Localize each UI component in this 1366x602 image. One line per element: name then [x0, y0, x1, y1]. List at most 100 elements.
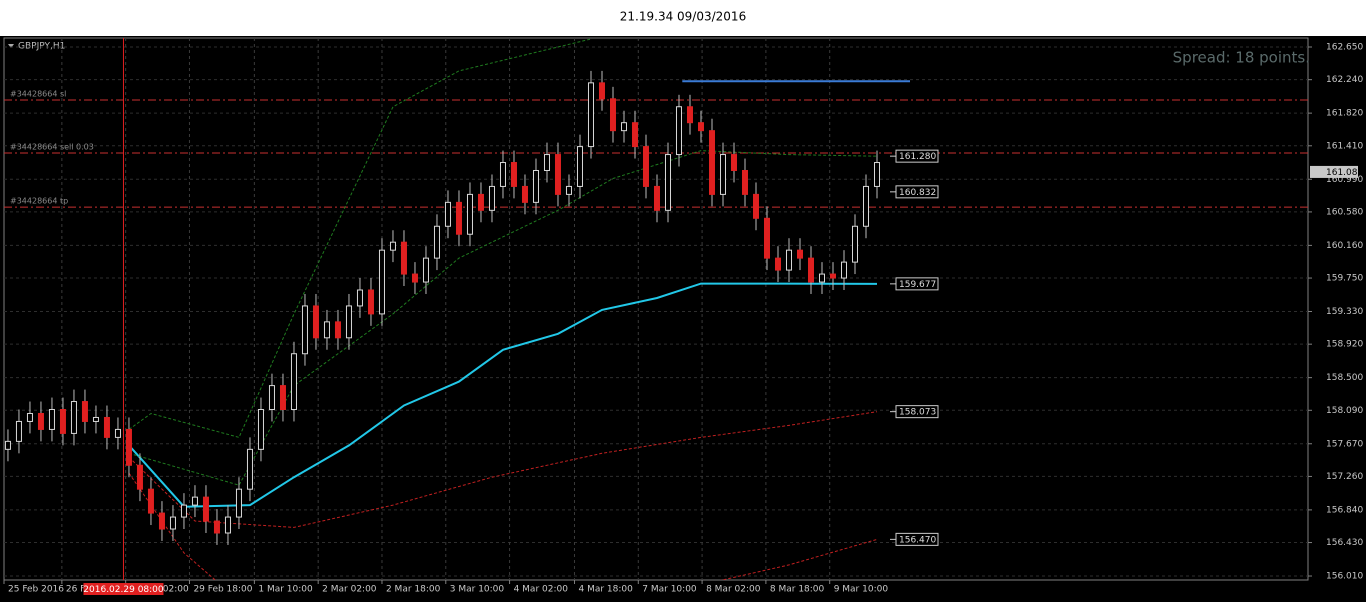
candle-body — [609, 98, 616, 132]
price-tag-label: 158.073 — [899, 408, 936, 418]
candle-body — [862, 185, 869, 227]
candle-body — [334, 321, 341, 339]
candle-body — [136, 464, 143, 490]
candle-body — [642, 146, 649, 187]
candle-body — [631, 122, 638, 148]
chart-title: 21.19.34 09/03/2016 — [620, 10, 746, 24]
candle-body — [466, 193, 473, 235]
candle-body — [70, 401, 77, 434]
candle-body — [37, 412, 44, 430]
symbol-icon — [8, 44, 14, 48]
candle-body — [301, 305, 308, 355]
candle-body — [169, 516, 176, 530]
candle-body — [422, 257, 429, 283]
candle-body — [180, 504, 187, 518]
title-bar — [0, 0, 1366, 36]
x-tick-label: 8 Mar 02:00 — [706, 585, 761, 595]
y-tick-label: 156.010 — [1326, 572, 1363, 582]
candle-body — [829, 273, 836, 279]
candle-body — [874, 162, 881, 187]
candle-body — [4, 440, 11, 450]
x-tick-label: 4 Mar 18:00 — [578, 585, 633, 595]
candle-body — [213, 520, 220, 534]
x-tick-label: 4 Mar 02:00 — [514, 585, 569, 595]
crosshair-box — [83, 583, 164, 595]
candle-body — [697, 122, 704, 132]
candle-body — [400, 241, 407, 275]
y-tick-label: 160.990 — [1326, 175, 1363, 185]
x-tick-label: 9 Mar 10:00 — [834, 585, 889, 595]
candle-body — [59, 409, 66, 434]
x-tick-label: 3 Mar 10:00 — [450, 585, 505, 595]
indicator-line — [128, 38, 592, 438]
candle-body — [235, 488, 242, 518]
y-tick-label: 162.650 — [1326, 43, 1363, 53]
candle-body — [840, 261, 847, 279]
y-tick-label: 161.820 — [1326, 109, 1363, 119]
indicator-line — [128, 150, 878, 486]
price-tag-box — [895, 277, 939, 291]
candle-body — [191, 496, 198, 506]
candle-body — [675, 106, 682, 156]
candle-body — [499, 162, 506, 187]
x-tick-label: 2 Mar 18:00 — [386, 585, 441, 595]
candle-body — [279, 385, 286, 411]
y-tick-label: 156.840 — [1326, 505, 1363, 515]
indicator-line — [128, 282, 878, 508]
candle-body — [312, 305, 319, 339]
order-level-label: #34428664 sl — [10, 89, 66, 98]
y-tick-label: 160.160 — [1326, 241, 1363, 251]
candle-body — [257, 409, 264, 450]
candle-body — [158, 512, 165, 530]
indicator-line — [128, 411, 878, 528]
x-tick-label: 1 Mar 10:00 — [258, 585, 313, 595]
y-tick-label: 158.500 — [1326, 373, 1363, 383]
spread-label: Spread: 18 points. — [1173, 49, 1310, 67]
candle-body — [708, 130, 715, 195]
y-tick-label: 159.330 — [1326, 307, 1363, 317]
candle-body — [510, 162, 517, 187]
order-level-label: #34428664 tp — [10, 197, 68, 206]
candle-body — [48, 409, 55, 430]
candle-body — [268, 385, 275, 411]
x-tick-label: 2 Mar 02:00 — [322, 585, 377, 595]
y-tick-label: 161.410 — [1326, 141, 1363, 151]
current-price-label: 161.082 — [1326, 168, 1363, 178]
candle-body — [147, 488, 154, 514]
price-tag-label: 161.280 — [899, 152, 936, 162]
price-tag-box — [895, 532, 939, 546]
indicator-line — [128, 472, 878, 580]
y-tick-label: 156.430 — [1326, 538, 1363, 548]
candle-body — [686, 106, 693, 124]
candle-body — [543, 154, 550, 171]
x-tick-label: 29 Feb 18:00 — [193, 585, 252, 595]
candle-body — [224, 516, 231, 534]
y-tick-label: 162.240 — [1326, 75, 1363, 85]
candle-body — [653, 185, 660, 211]
y-tick-label: 158.090 — [1326, 406, 1363, 416]
candle-body — [730, 154, 737, 171]
y-tick-label: 159.750 — [1326, 274, 1363, 284]
candle-body — [323, 321, 330, 339]
price-tag-label: 159.677 — [899, 280, 936, 290]
candle-body — [521, 185, 528, 203]
order-level-label: #34428664 sell 0.03 — [10, 142, 94, 151]
plot-frame — [3, 37, 1309, 581]
price-tag-label: 160.832 — [899, 188, 936, 198]
candle-body — [81, 401, 88, 422]
current-price-box — [1310, 165, 1358, 178]
candle-body — [565, 185, 572, 195]
candle-body — [378, 249, 385, 315]
candle-body — [389, 241, 396, 251]
candle-body — [411, 273, 418, 283]
candle-body — [202, 496, 209, 522]
candle-body — [587, 82, 594, 148]
candle-body — [92, 416, 99, 422]
candle-body — [345, 305, 352, 339]
candle-body — [774, 257, 781, 271]
candle-body — [114, 428, 121, 438]
crosshair-label: 2016.02.29 08:00 — [83, 585, 164, 595]
candle-body — [290, 353, 297, 411]
